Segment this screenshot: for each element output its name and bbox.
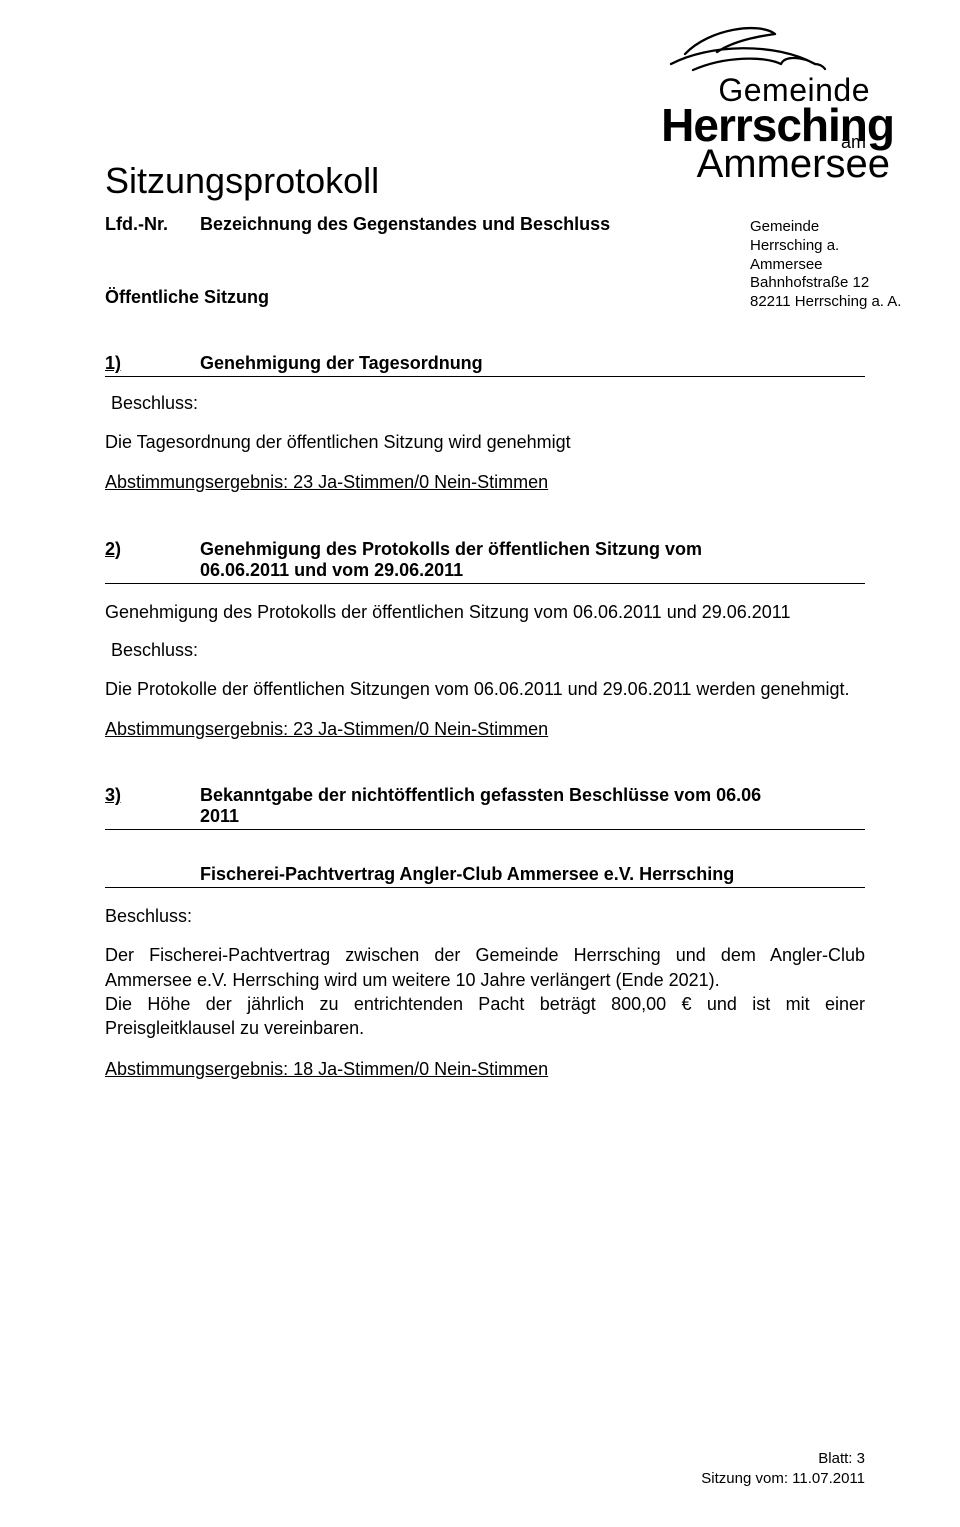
vote-result: Abstimmungsergebnis: 23 Ja-Stimmen/0 Nei…	[105, 717, 865, 741]
item-number: 1)	[105, 353, 200, 374]
sub-heading-row: Fischerei-Pachtvertrag Angler-Club Ammer…	[105, 864, 865, 888]
sub-heading: Fischerei-Pachtvertrag Angler-Club Ammer…	[105, 864, 865, 885]
item-title: Bekanntgabe der nichtöffentlich gefasste…	[200, 785, 865, 827]
item-title-line: 2011	[200, 806, 239, 826]
vote-result: Abstimmungsergebnis: 23 Ja-Stimmen/0 Nei…	[105, 470, 865, 494]
footer-sitzung: Sitzung vom: 11.07.2011	[701, 1469, 865, 1489]
beschluss-text-p2: Die Höhe der jährlich zu entrichtenden P…	[105, 992, 865, 1041]
address-line: Bahnhofstraße 12	[750, 274, 910, 293]
vote-result: Abstimmungsergebnis: 18 Ja-Stimmen/0 Nei…	[105, 1057, 865, 1081]
beschluss-text-p1: Der Fischerei-Pachtvertrag zwischen der …	[105, 943, 865, 992]
item-title: Genehmigung der Tagesordnung	[200, 353, 865, 374]
agenda-item-1-heading: 1) Genehmigung der Tagesordnung	[105, 353, 865, 377]
page-footer: Blatt: 3 Sitzung vom: 11.07.2011	[701, 1449, 865, 1490]
logo-line3-wrap: am Ammersee	[630, 146, 900, 182]
beschluss-label: Beschluss:	[111, 640, 865, 661]
beschluss-label: Beschluss:	[111, 393, 865, 414]
page: Gemeinde Herrsching am Ammersee Sitzungs…	[0, 0, 960, 1527]
item-1-body: Die Tagesordnung der öffentlichen Sitzun…	[105, 430, 865, 495]
col-lfd-nr: Lfd.-Nr.	[105, 214, 200, 235]
sender-address: Gemeinde Herrsching a. Ammersee Bahnhofs…	[750, 218, 910, 312]
beschluss-text: Die Protokolle der öffentlichen Sitzunge…	[105, 677, 865, 701]
footer-blatt: Blatt: 3	[701, 1449, 865, 1469]
item-title: Genehmigung des Protokolls der öffentlic…	[200, 539, 865, 581]
item-title-line: 06.06.2011 und vom 29.06.2011	[200, 560, 463, 580]
logo-am: am	[841, 134, 866, 150]
beschluss-text: Die Tagesordnung der öffentlichen Sitzun…	[105, 430, 865, 454]
agenda-item-2-heading: 2) Genehmigung des Protokolls der öffent…	[105, 539, 865, 584]
item-number: 3)	[105, 785, 200, 827]
item-2-body: Genehmigung des Protokolls der öffentlic…	[105, 600, 865, 624]
agenda-item-3-heading: 3) Bekanntgabe der nichtöffentlich gefas…	[105, 785, 865, 830]
logo-text: Gemeinde Herrsching am Ammersee	[630, 76, 900, 182]
item-title-line: Genehmigung des Protokolls der öffentlic…	[200, 539, 702, 559]
beschluss-label: Beschluss:	[105, 906, 865, 927]
item-number: 2)	[105, 539, 200, 581]
item-title-line: Bekanntgabe der nichtöffentlich gefasste…	[200, 785, 761, 805]
item-2-intro: Genehmigung des Protokolls der öffentlic…	[105, 600, 865, 624]
item-3-beschluss-body: Der Fischerei-Pachtvertrag zwischen der …	[105, 943, 865, 1080]
address-line: Gemeinde	[750, 218, 910, 237]
address-line: 82211 Herrsching a. A.	[750, 293, 910, 312]
address-line: Herrsching a. Ammersee	[750, 237, 910, 275]
item-2-beschluss-body: Die Protokolle der öffentlichen Sitzunge…	[105, 677, 865, 742]
municipality-logo: Gemeinde Herrsching am Ammersee	[630, 20, 900, 182]
